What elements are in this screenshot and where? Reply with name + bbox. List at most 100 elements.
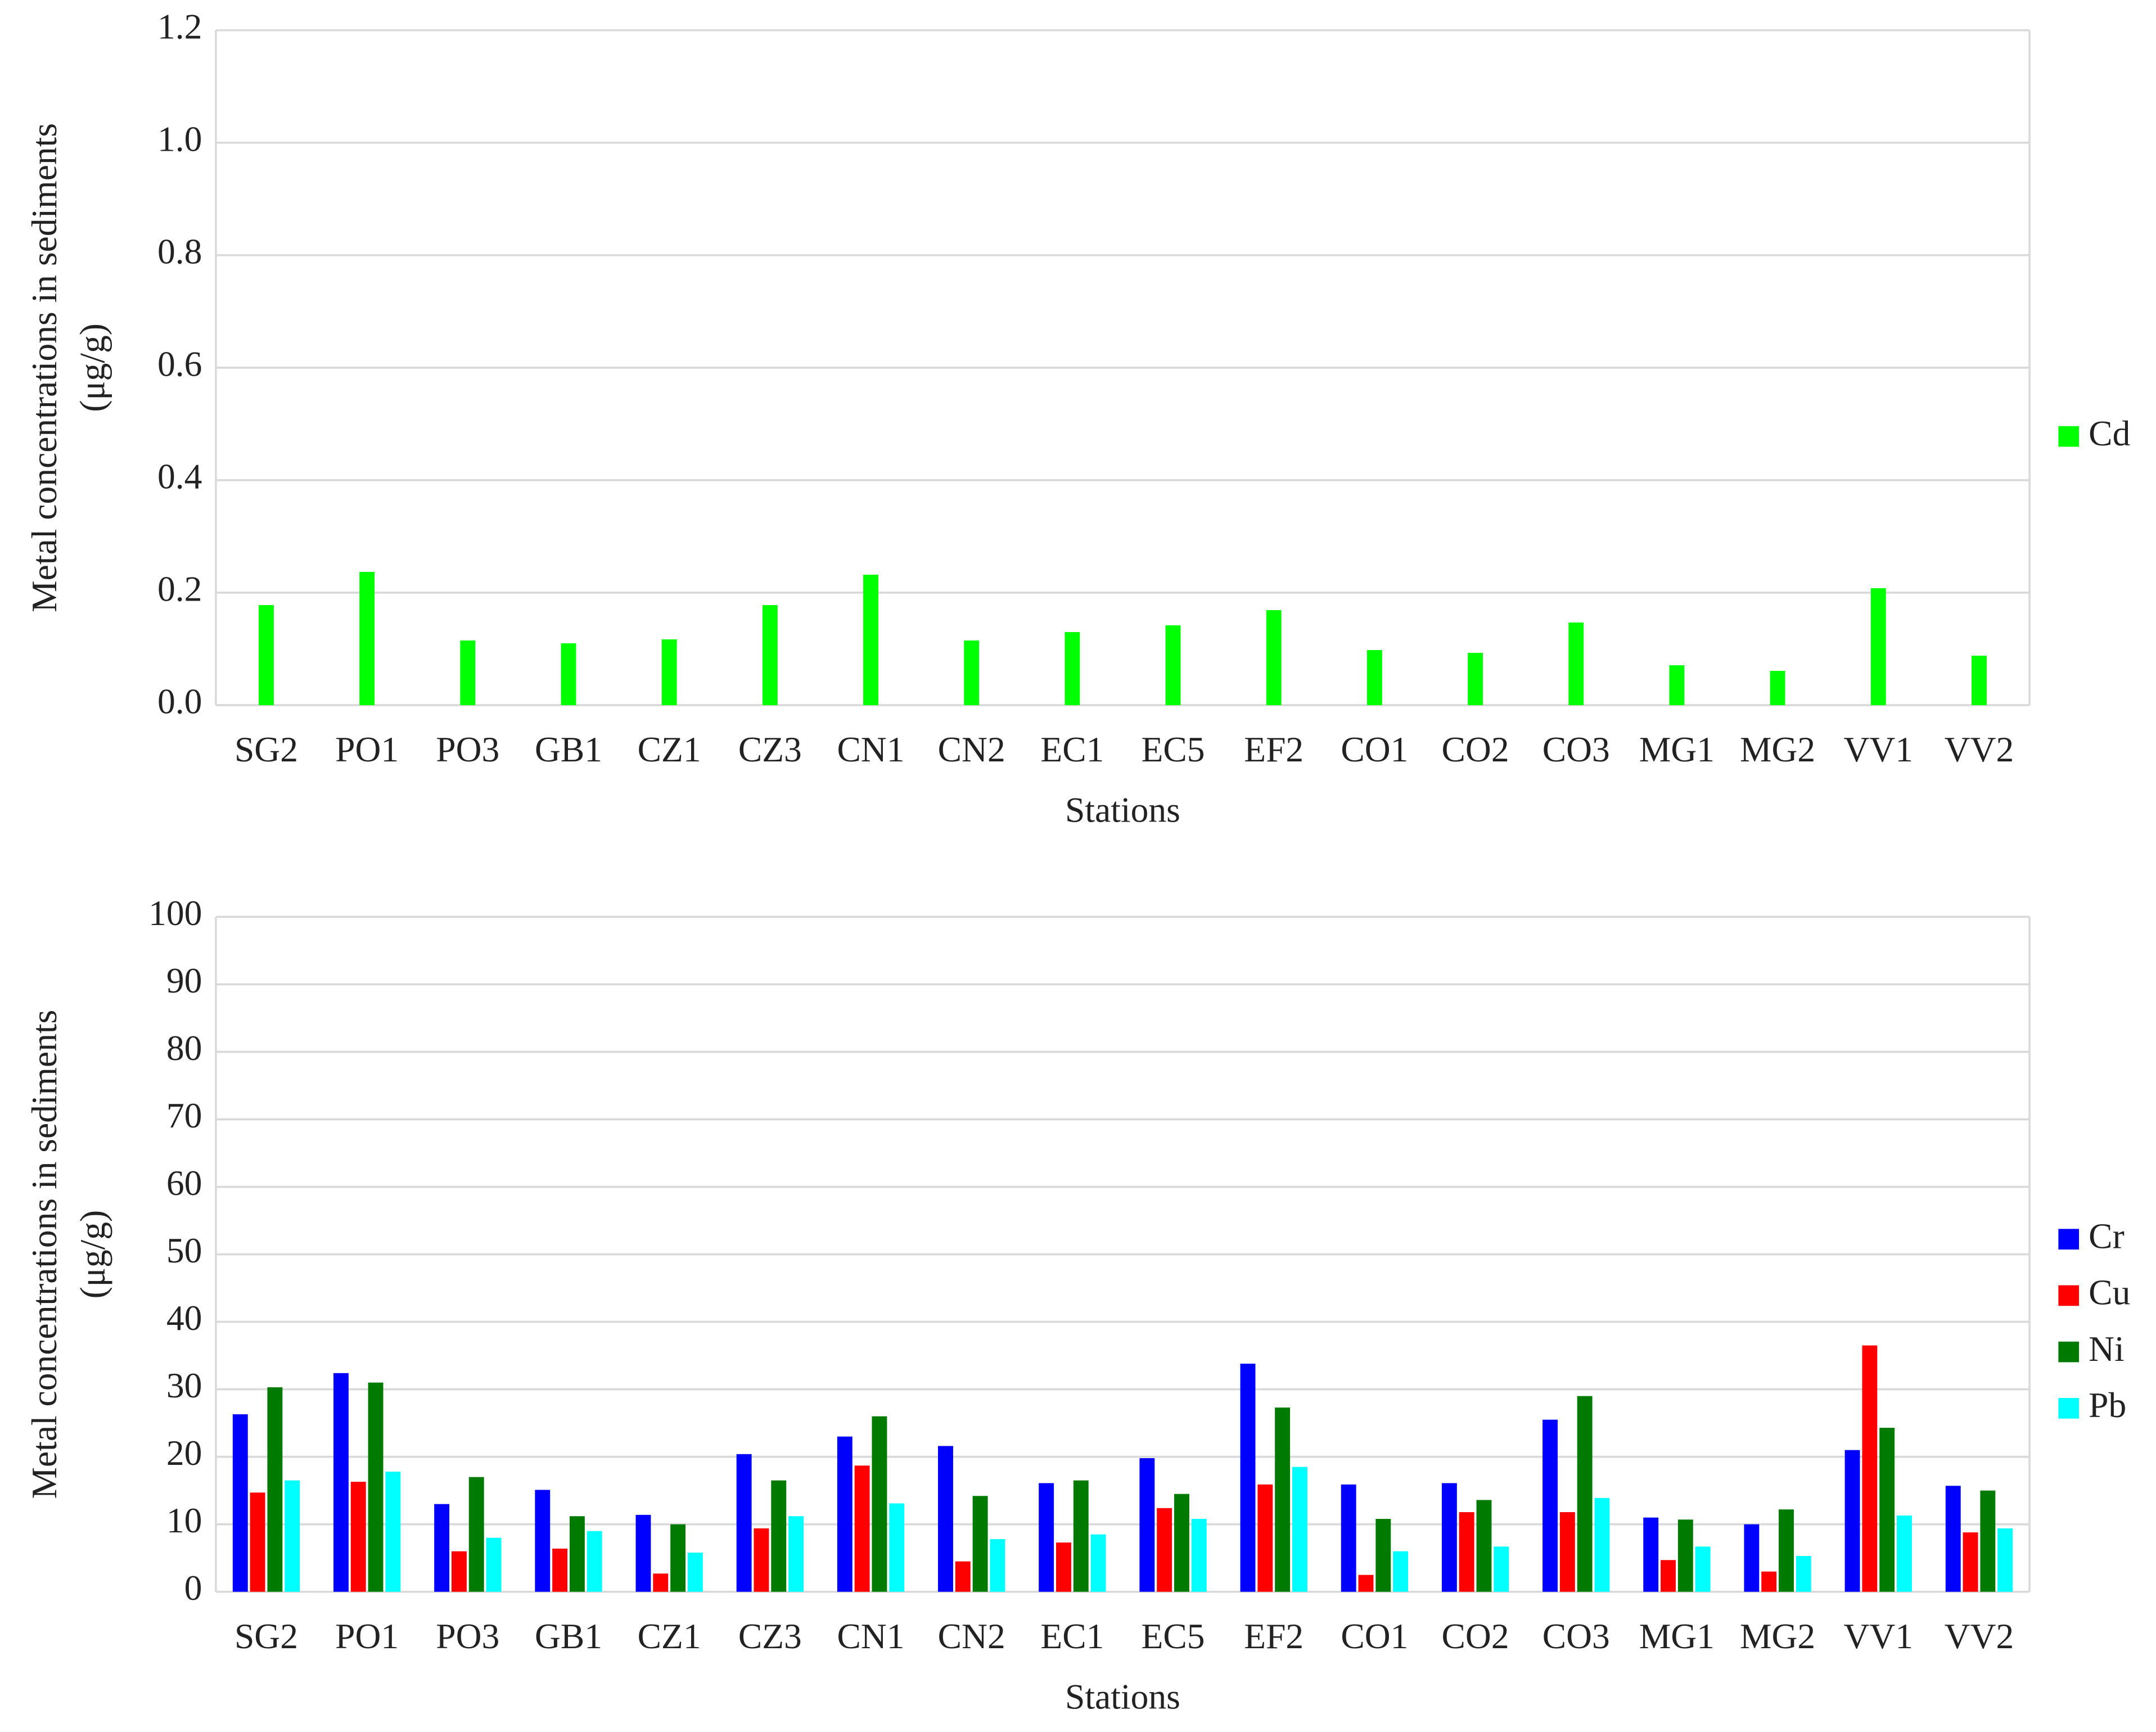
y-axis-title: (μg/g) (73, 1210, 112, 1299)
legend-label: Cr (2089, 1216, 2125, 1256)
bar (1744, 1524, 1760, 1592)
y-tick-label: 1.0 (157, 119, 202, 159)
bar (1139, 1458, 1155, 1592)
bar (1257, 1484, 1273, 1592)
bar (1594, 1498, 1610, 1592)
bar (955, 1561, 971, 1592)
bar (1870, 588, 1886, 705)
legend-swatch (2058, 1285, 2080, 1306)
bar (232, 1414, 248, 1592)
x-tick-label: GB1 (535, 1616, 602, 1656)
x-tick-label: CZ1 (638, 729, 701, 769)
bar (1266, 610, 1282, 705)
x-tick-label: CO1 (1341, 1616, 1408, 1656)
x-tick-label: CO3 (1542, 729, 1610, 769)
bar (1157, 1508, 1172, 1592)
y-tick-label: 80 (166, 1028, 202, 1068)
y-tick-label: 0.4 (157, 457, 202, 497)
bar (1191, 1519, 1207, 1592)
x-tick-label: CO3 (1542, 1616, 1610, 1656)
bar (1997, 1528, 2013, 1592)
bar (1375, 1519, 1391, 1592)
bar (1568, 622, 1584, 705)
x-tick-label: VV2 (1945, 729, 2014, 769)
legend-swatch (2058, 426, 2080, 447)
bar (687, 1553, 703, 1592)
bar (1862, 1345, 1878, 1592)
bar (1366, 650, 1382, 705)
y-tick-label: 0.2 (157, 569, 202, 609)
bar (990, 1539, 1005, 1592)
x-tick-label: PO3 (436, 1616, 499, 1656)
x-tick-label: EF2 (1244, 1616, 1303, 1656)
bar (1796, 1556, 1811, 1592)
bar (1090, 1534, 1106, 1592)
x-tick-label: GB1 (535, 729, 602, 769)
bar (1897, 1516, 1912, 1592)
bar (1844, 1450, 1860, 1592)
x-tick-label: MG2 (1740, 729, 1815, 769)
bar (1056, 1542, 1071, 1592)
y-tick-label: 70 (166, 1095, 202, 1135)
bar (670, 1524, 686, 1592)
bar (964, 640, 980, 705)
bar (972, 1496, 988, 1592)
bar (788, 1516, 804, 1592)
x-tick-label: CZ3 (738, 729, 802, 769)
x-tick-label: MG2 (1740, 1616, 1815, 1656)
x-tick-label: CN1 (837, 729, 904, 769)
bar (661, 639, 677, 705)
x-tick-label: PO1 (335, 729, 399, 769)
bar (561, 643, 576, 705)
bar (552, 1548, 568, 1592)
x-tick-label: CZ3 (738, 1616, 802, 1656)
bar (259, 605, 274, 705)
bar (1065, 632, 1080, 705)
legend-label: Ni (2089, 1329, 2125, 1369)
y-tick-label: 0 (184, 1568, 202, 1608)
y-tick-label: 0.0 (157, 682, 202, 721)
legend-label: Cd (2089, 413, 2130, 453)
bar (1459, 1512, 1474, 1592)
bar (460, 640, 476, 705)
bar (771, 1480, 787, 1592)
bar (1341, 1484, 1356, 1592)
y-tick-label: 90 (166, 960, 202, 1000)
bar (1963, 1532, 1978, 1592)
bar (1669, 665, 1685, 705)
y-axis-title: (μg/g) (73, 323, 112, 412)
legend-swatch (2058, 1341, 2080, 1363)
x-tick-label: CZ1 (638, 1616, 701, 1656)
x-tick-label: CO2 (1442, 1616, 1509, 1656)
x-tick-label: SG2 (234, 729, 298, 769)
bar (938, 1446, 953, 1592)
bar (736, 1454, 752, 1592)
x-tick-label: MG1 (1639, 1616, 1715, 1656)
bar (1879, 1428, 1895, 1592)
y-tick-label: 60 (166, 1163, 202, 1203)
x-tick-label: CN2 (938, 1616, 1005, 1656)
bar (1661, 1560, 1676, 1592)
bar (889, 1503, 905, 1592)
x-tick-label: EC1 (1040, 1616, 1104, 1656)
y-tick-label: 10 (166, 1500, 202, 1540)
bar (535, 1490, 551, 1592)
bar (1441, 1483, 1457, 1592)
bar (451, 1551, 467, 1592)
legend-label: Cu (2089, 1273, 2130, 1312)
x-tick-label: CO2 (1442, 729, 1509, 769)
bar (1240, 1363, 1256, 1592)
legend-swatch (2058, 1229, 2080, 1250)
x-tick-label: CO1 (1341, 729, 1408, 769)
x-tick-label: VV1 (1843, 729, 1913, 769)
bar (486, 1537, 502, 1592)
bar (569, 1516, 585, 1592)
bar (333, 1373, 349, 1592)
bar (754, 1528, 769, 1592)
bar (587, 1531, 602, 1592)
bar (837, 1436, 853, 1592)
bar (285, 1480, 300, 1592)
bar (468, 1477, 484, 1592)
bar (1980, 1490, 1996, 1592)
